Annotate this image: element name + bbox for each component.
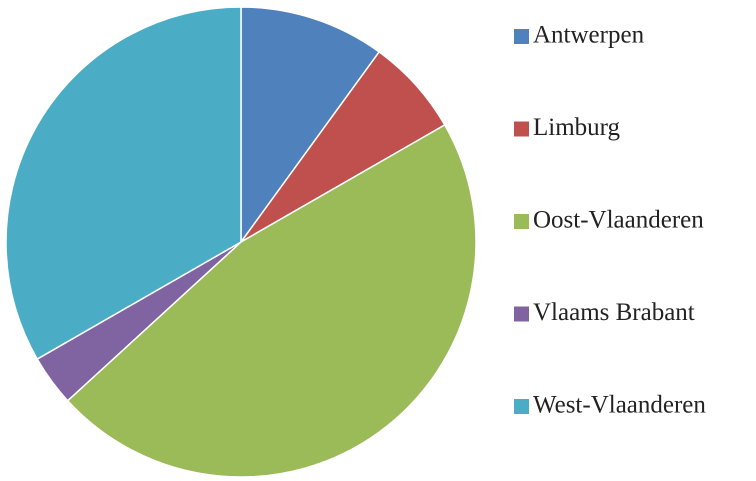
legend-swatch [514, 306, 529, 322]
legend-label: West-Vlaanderen [533, 392, 706, 419]
legend-swatch [514, 399, 529, 414]
legend-label: Oost-Vlaanderen [533, 207, 704, 234]
pie-slice [5, 6, 242, 361]
legend-label: Antwerpen [533, 22, 645, 49]
legend-label: Vlaams Brabant [533, 299, 695, 326]
legend-swatch [514, 121, 529, 137]
pie-slice [66, 123, 477, 478]
pie-slice [240, 6, 381, 245]
legend-swatch [514, 214, 529, 229]
legend-swatch [514, 29, 529, 44]
legend-label: Limburg [533, 114, 621, 141]
